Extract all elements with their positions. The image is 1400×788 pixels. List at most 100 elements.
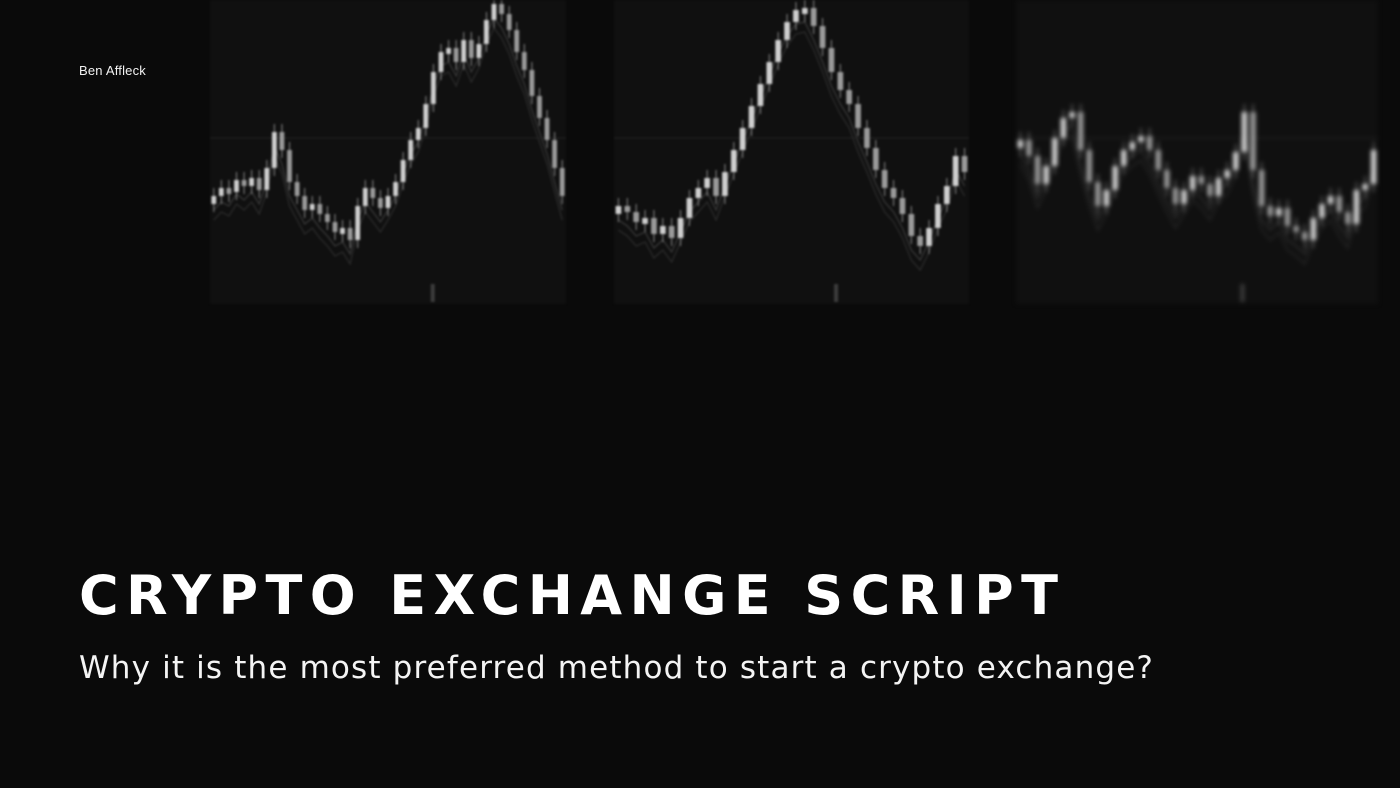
candle-body <box>272 132 277 168</box>
candle-body <box>651 218 657 234</box>
candle-body <box>1052 138 1058 166</box>
candle-body <box>514 30 520 52</box>
candle-body <box>890 188 897 198</box>
candle-body <box>385 196 391 208</box>
candle-body <box>325 214 330 222</box>
candle-body <box>1370 150 1377 184</box>
candle-body <box>491 4 497 20</box>
candle-body <box>446 48 451 54</box>
candle-body <box>846 90 852 104</box>
candle-body <box>1310 218 1317 240</box>
candle-body <box>1138 136 1144 142</box>
candle-body <box>476 44 482 58</box>
candle-body <box>881 170 888 188</box>
author-name: Ben Affleck <box>79 63 147 78</box>
candle-body <box>218 188 224 196</box>
candle-body <box>332 222 338 232</box>
candle-body <box>935 204 941 228</box>
candle-body <box>340 228 345 234</box>
candle-body <box>633 212 639 222</box>
moving-average-line <box>1019 124 1375 256</box>
candle-body <box>757 84 764 106</box>
volume-bar <box>1240 284 1245 302</box>
candle-body <box>415 128 421 140</box>
candle-body <box>226 188 232 194</box>
candle-body <box>1129 142 1136 150</box>
candle-body <box>828 48 835 72</box>
candle-body <box>1060 118 1067 138</box>
candle-body <box>704 178 710 188</box>
candle-body <box>1086 150 1092 182</box>
candle-body <box>309 204 315 210</box>
candle-body <box>521 52 527 70</box>
candle-body <box>552 140 557 168</box>
candle-body <box>615 206 622 214</box>
candle-body <box>294 182 300 196</box>
candlestick-chart-icon <box>210 0 566 302</box>
chart-image-middle <box>614 0 969 304</box>
candlestick-chart-icon <box>1016 104 1378 302</box>
candle-body <box>668 226 675 238</box>
candle-body <box>1181 190 1187 204</box>
candle-body <box>775 40 781 62</box>
candle-body <box>766 62 773 84</box>
candle-body <box>748 106 755 128</box>
candle-body <box>1345 212 1351 224</box>
moving-average-line <box>1019 134 1375 266</box>
chart-image-right <box>1016 0 1378 304</box>
candle-body <box>810 8 817 26</box>
candle-body <box>1077 112 1084 150</box>
candle-body <box>438 52 444 72</box>
candle-body <box>423 104 429 128</box>
volume-bar <box>430 284 435 302</box>
page-title: CRYPTO EXCHANGE SCRIPT <box>79 564 1066 627</box>
candle-body <box>1026 140 1032 156</box>
candle-body <box>256 178 262 190</box>
candle-body <box>731 150 737 172</box>
candle-body <box>241 180 247 186</box>
candle-body <box>1224 170 1230 178</box>
candle-body <box>1362 184 1368 190</box>
candle-body <box>642 218 648 224</box>
candle-body <box>1034 156 1041 184</box>
candle-body <box>1215 178 1222 196</box>
candle-body <box>1198 176 1205 184</box>
candle-body <box>1207 184 1213 196</box>
page-subtitle: Why it is the most preferred method to s… <box>79 650 1155 686</box>
candle-body <box>1284 208 1291 226</box>
candle-body <box>378 198 383 208</box>
candle-body <box>660 226 666 234</box>
candle-body <box>1319 204 1325 218</box>
candle-body <box>431 72 436 104</box>
candle-body <box>506 14 512 30</box>
candle-body <box>499 4 504 14</box>
moving-average-line <box>213 26 563 266</box>
candle-body <box>1250 112 1256 170</box>
candle-body <box>279 132 285 150</box>
candle-body <box>837 72 844 90</box>
candle-body <box>695 188 702 198</box>
candle-body <box>1164 170 1170 188</box>
candle-body <box>917 236 923 246</box>
candle-body <box>722 172 728 196</box>
candle-body <box>1276 208 1282 216</box>
candle-body <box>1241 112 1248 152</box>
candle-body <box>1302 232 1308 240</box>
candle-body <box>362 188 368 206</box>
volume-bar <box>834 284 839 302</box>
candle-body <box>1103 190 1110 206</box>
candle-body <box>347 228 353 240</box>
candle-body <box>461 40 467 62</box>
candle-body <box>249 178 254 186</box>
candle-body <box>784 22 790 40</box>
moving-average-line <box>618 31 966 272</box>
candle-body <box>1233 152 1239 170</box>
candle-body <box>899 198 906 214</box>
candle-body <box>864 128 870 148</box>
candle-body <box>537 96 542 118</box>
moving-average-line <box>213 16 563 256</box>
candle-body <box>287 150 292 182</box>
candle-body <box>713 178 719 196</box>
candle-body <box>559 168 565 196</box>
